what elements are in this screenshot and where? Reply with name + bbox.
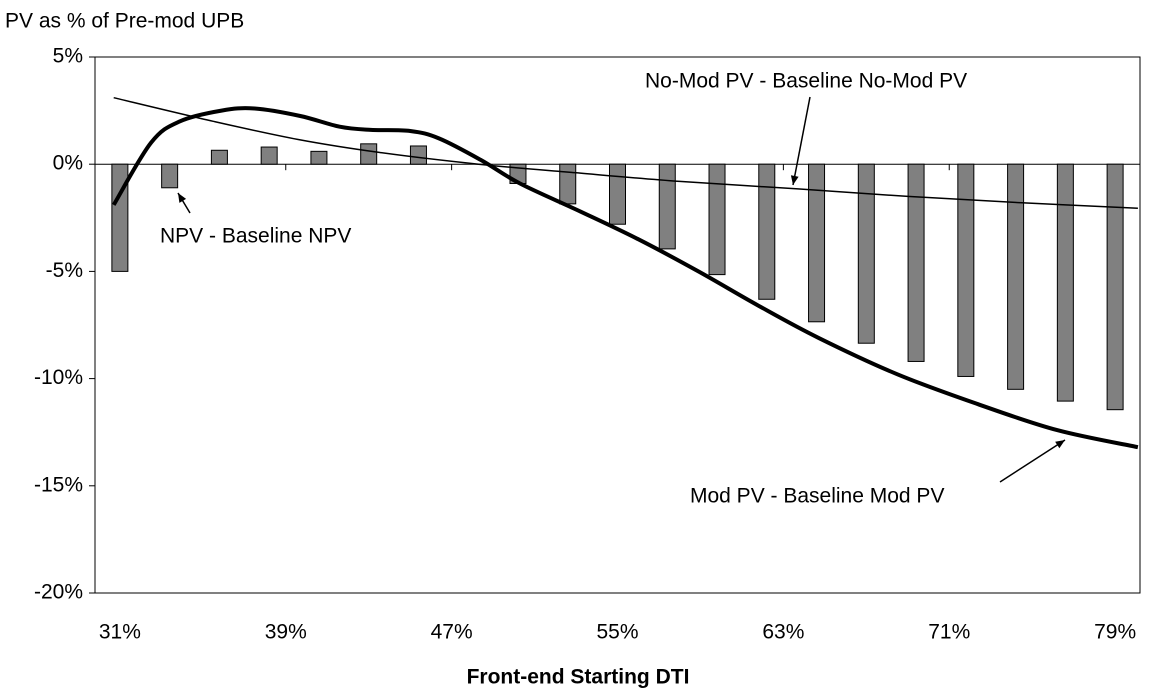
x-axis-title: Front-end Starting DTI [467, 666, 690, 689]
arrow-head [790, 175, 799, 185]
bar [409, 145, 427, 165]
annotation-arrow [999, 439, 1066, 483]
arrow-head [178, 193, 187, 203]
y-tick-label: 5% [53, 45, 83, 68]
bar [210, 149, 228, 165]
x-tick-label: 39% [265, 621, 307, 644]
bar [907, 163, 925, 362]
bar [260, 146, 278, 165]
y-tick-label: -5% [46, 259, 83, 282]
bar [658, 163, 676, 250]
y-axis-title: PV as % of Pre-mod UPB [5, 10, 244, 33]
bar [857, 163, 875, 344]
annotation-arrow [792, 96, 811, 186]
x-tick-label: 63% [762, 621, 804, 644]
bar [559, 163, 577, 205]
series-annotation: No-Mod PV - Baseline No-Mod PV [645, 70, 967, 93]
plot-frame [94, 56, 1141, 594]
bar [609, 163, 626, 225]
bar [1106, 163, 1124, 411]
x-tick-label: 55% [596, 621, 638, 644]
bar [808, 163, 826, 323]
bar [360, 143, 378, 165]
x-tick-label: 71% [928, 621, 970, 644]
bar [1007, 163, 1025, 390]
bar [161, 163, 179, 189]
x-tick-label: 31% [99, 621, 141, 644]
bar [310, 150, 328, 165]
bar [758, 163, 776, 300]
series-annotation: NPV - Baseline NPV [160, 225, 351, 248]
y-tick-label: -15% [34, 473, 83, 496]
bar [1056, 163, 1074, 402]
bar [708, 163, 726, 276]
line [113, 96, 1138, 209]
bar [957, 163, 975, 377]
line [111, 106, 1139, 450]
arrow-head [1055, 440, 1065, 449]
y-tick-label: 0% [53, 152, 83, 175]
x-tick-label: 79% [1094, 621, 1136, 644]
x-tick-label: 47% [431, 621, 473, 644]
y-tick-label: -20% [34, 581, 83, 604]
y-tick-label: -10% [34, 366, 83, 389]
series-annotation: Mod PV - Baseline Mod PV [690, 485, 944, 508]
